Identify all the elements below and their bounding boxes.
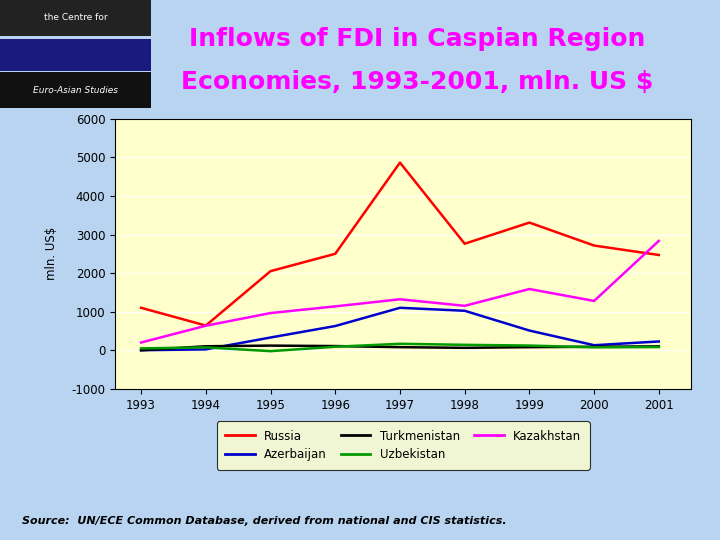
Text: Economies, 1993-2001, mln. US $: Economies, 1993-2001, mln. US $ [181, 70, 654, 94]
Legend: Russia, Azerbaijan, Turkmenistan, Uzbekistan, Kazakhstan: Russia, Azerbaijan, Turkmenistan, Uzbeki… [217, 421, 590, 470]
Bar [0, 39, 151, 71]
Text: Source:  UN/ECE Common Database, derived from national and CIS statistics.: Source: UN/ECE Common Database, derived … [22, 516, 506, 526]
Text: Euro-Asian Studies: Euro-Asian Studies [33, 86, 118, 94]
Bar [0, 72, 151, 108]
Text: the Centre for: the Centre for [44, 14, 107, 22]
Bar [0, 0, 151, 36]
Y-axis label: mln. US$: mln. US$ [45, 227, 58, 280]
Text: Inflows of FDI in Caspian Region: Inflows of FDI in Caspian Region [189, 27, 646, 51]
